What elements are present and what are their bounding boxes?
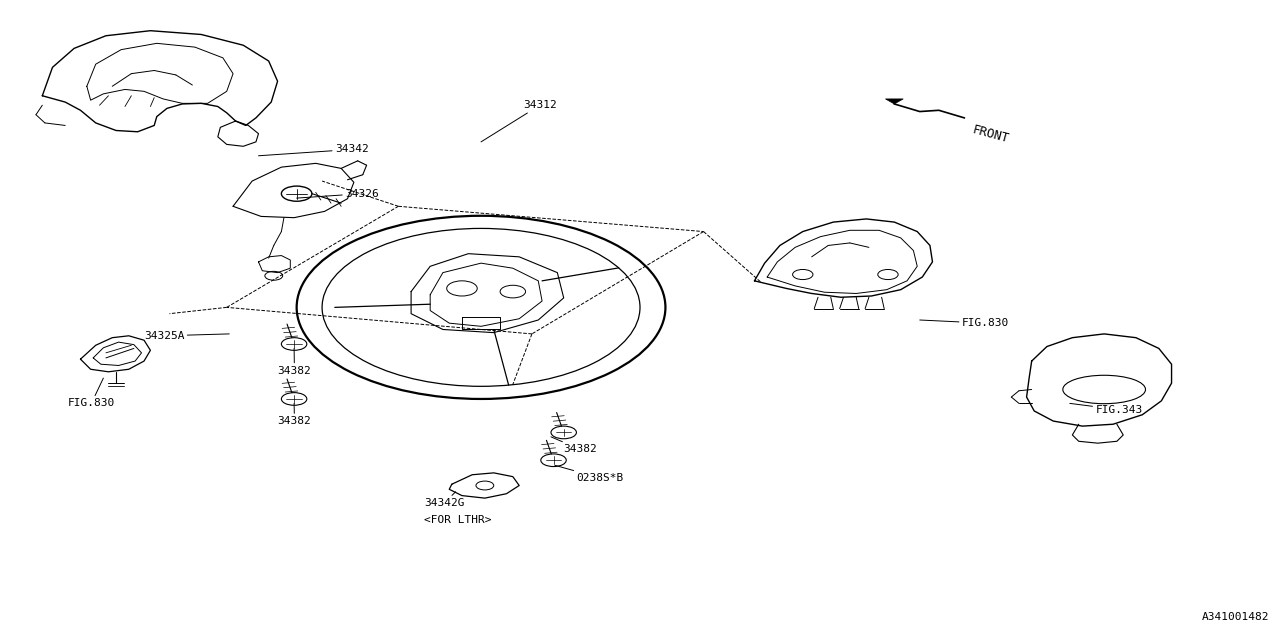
Text: FIG.830: FIG.830 [920,318,1009,328]
Text: 34325A: 34325A [145,331,229,340]
Text: FIG.343: FIG.343 [1070,403,1143,415]
Text: 34382: 34382 [278,348,311,376]
Polygon shape [886,99,904,104]
Text: FIG.830: FIG.830 [68,378,115,408]
Text: 34326: 34326 [297,189,379,198]
Text: <FOR LTHR>: <FOR LTHR> [424,515,492,525]
Text: 34382: 34382 [550,437,598,454]
Text: 34342G: 34342G [424,492,465,508]
Text: 34312: 34312 [481,100,557,142]
Text: A341001482: A341001482 [1202,612,1270,622]
Text: FRONT: FRONT [970,123,1010,145]
Text: 0238S*B: 0238S*B [554,465,623,483]
Text: 34382: 34382 [278,403,311,426]
Text: 34342: 34342 [259,145,369,156]
